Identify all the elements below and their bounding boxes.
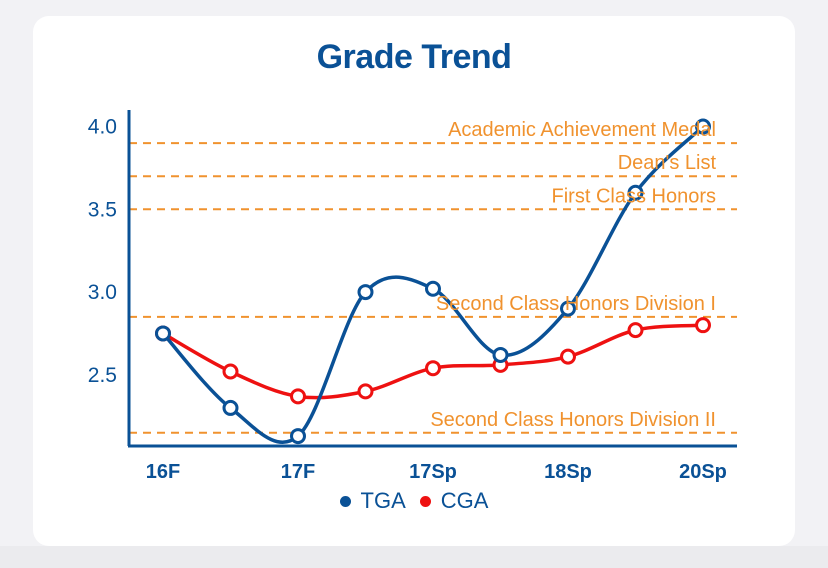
chart-legend: TGA CGA bbox=[0, 488, 828, 514]
data-point-tga bbox=[155, 325, 171, 342]
y-tick-label: 3.5 bbox=[88, 198, 117, 221]
threshold-label-dean-s-list: Dean's List bbox=[618, 152, 717, 174]
legend-swatch-tga bbox=[339, 495, 351, 507]
data-point-cga bbox=[425, 360, 441, 377]
data-point-cga bbox=[560, 348, 576, 365]
data-point-tga bbox=[627, 184, 644, 201]
legend-label-cga: CGA bbox=[440, 488, 489, 513]
data-point-tga bbox=[357, 284, 374, 301]
data-point-cga bbox=[222, 363, 239, 380]
y-tick-label: 2.5 bbox=[88, 364, 117, 387]
data-point-cga bbox=[357, 383, 374, 400]
threshold-label-second-class-honors-division-i: Second Class Honors Division I bbox=[436, 293, 716, 315]
y-tick-label: 3.0 bbox=[88, 281, 117, 304]
legend-item-tga: TGA bbox=[339, 488, 406, 514]
data-point-tga bbox=[222, 399, 239, 416]
data-point-cga bbox=[695, 317, 711, 334]
threshold-label-academic-achievement-medal: Academic Achievement Medal bbox=[448, 119, 716, 141]
x-tick-label: 18Sp bbox=[544, 461, 592, 483]
data-point-tga bbox=[290, 428, 306, 445]
data-point-tga bbox=[695, 118, 711, 135]
data-point-cga bbox=[290, 388, 306, 405]
x-tick-label: 20Sp bbox=[679, 461, 727, 483]
data-point-cga bbox=[627, 322, 644, 339]
y-tick-label: 4.0 bbox=[88, 116, 117, 139]
x-tick-label: 16F bbox=[146, 461, 180, 483]
x-tick-label: 17F bbox=[281, 461, 315, 483]
data-point-tga bbox=[492, 346, 509, 363]
legend-item-cga: CGA bbox=[419, 488, 489, 514]
chart-title: Grade Trend bbox=[316, 38, 512, 76]
x-tick-label: 17Sp bbox=[409, 461, 457, 483]
bottom-band bbox=[0, 546, 828, 568]
threshold-label-first-class-honors: First Class Honors bbox=[552, 185, 716, 207]
threshold-label-second-class-honors-division-ii: Second Class Honors Division II bbox=[430, 409, 716, 431]
data-point-tga bbox=[425, 280, 441, 297]
legend-swatch-cga bbox=[419, 495, 431, 507]
legend-label-tga: TGA bbox=[360, 488, 406, 513]
data-point-tga bbox=[560, 300, 576, 317]
